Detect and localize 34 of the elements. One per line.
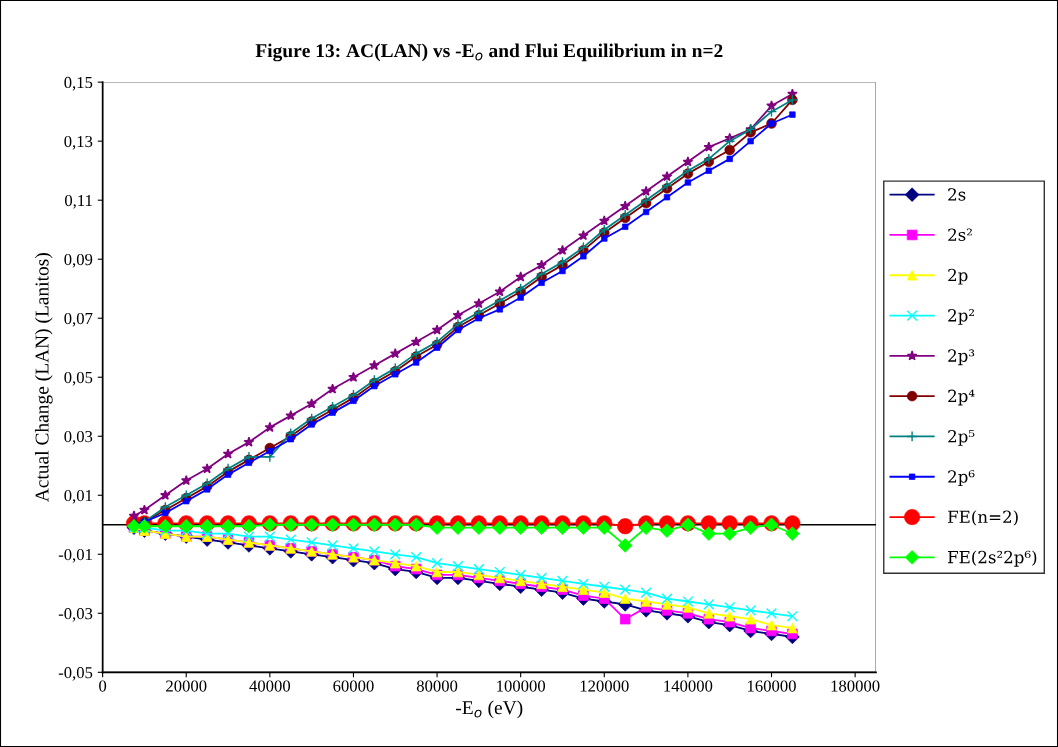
y-tick-label: 0,01 xyxy=(64,489,92,504)
legend-label: 2p⁵ xyxy=(948,429,975,446)
x-tick-label: 80000 xyxy=(416,680,458,692)
x-tick-label: 120000 xyxy=(580,680,629,692)
y-tick-label: 0,15 xyxy=(64,76,93,91)
y-tick-label: 0,05 xyxy=(64,371,93,386)
x-tick-label: 180000 xyxy=(831,680,880,692)
y-tick-label: 0,13 xyxy=(64,135,93,150)
y-tick-label: 0,09 xyxy=(64,253,93,268)
x-axis-title: -E$_{o}$ (eV) xyxy=(456,700,523,719)
x-tick-label: 160000 xyxy=(747,680,796,692)
y-tick-label: -0,03 xyxy=(58,607,93,622)
legend-label: FE(n=2) xyxy=(948,510,1018,526)
legend-label: 2s xyxy=(948,188,966,201)
y-tick-label: -0,05 xyxy=(58,667,93,681)
legend-label: 2p³ xyxy=(948,349,975,366)
y-axis-title: Actual Change (LAN) (Lanitos) xyxy=(34,253,53,503)
legend-label: FE(2s²2p⁶) xyxy=(948,550,1037,567)
legend-label: 2p⁴ xyxy=(948,389,975,406)
legend-label: 2s² xyxy=(948,228,972,242)
x-tick-label: 0 xyxy=(99,680,107,692)
y-tick-label: -0,01 xyxy=(58,548,92,563)
legend-label: 2p² xyxy=(948,309,974,325)
legend-label: 2p xyxy=(948,268,968,285)
x-tick-label: 140000 xyxy=(664,680,713,692)
chart-title: Figure 13: AC(LAN) vs -E$_{o}$ and Flui Equilibrium in n=2 xyxy=(255,43,723,62)
legend-label: 2p⁶ xyxy=(948,470,975,487)
y-tick-label: 0,07 xyxy=(64,312,93,327)
x-tick-label: 40000 xyxy=(249,680,291,692)
x-tick-label: 20000 xyxy=(166,680,207,692)
x-tick-label: 100000 xyxy=(497,680,546,692)
x-tick-label: 60000 xyxy=(333,680,374,692)
y-tick-label: 0,11 xyxy=(65,194,92,209)
y-tick-label: 0,03 xyxy=(64,430,93,445)
